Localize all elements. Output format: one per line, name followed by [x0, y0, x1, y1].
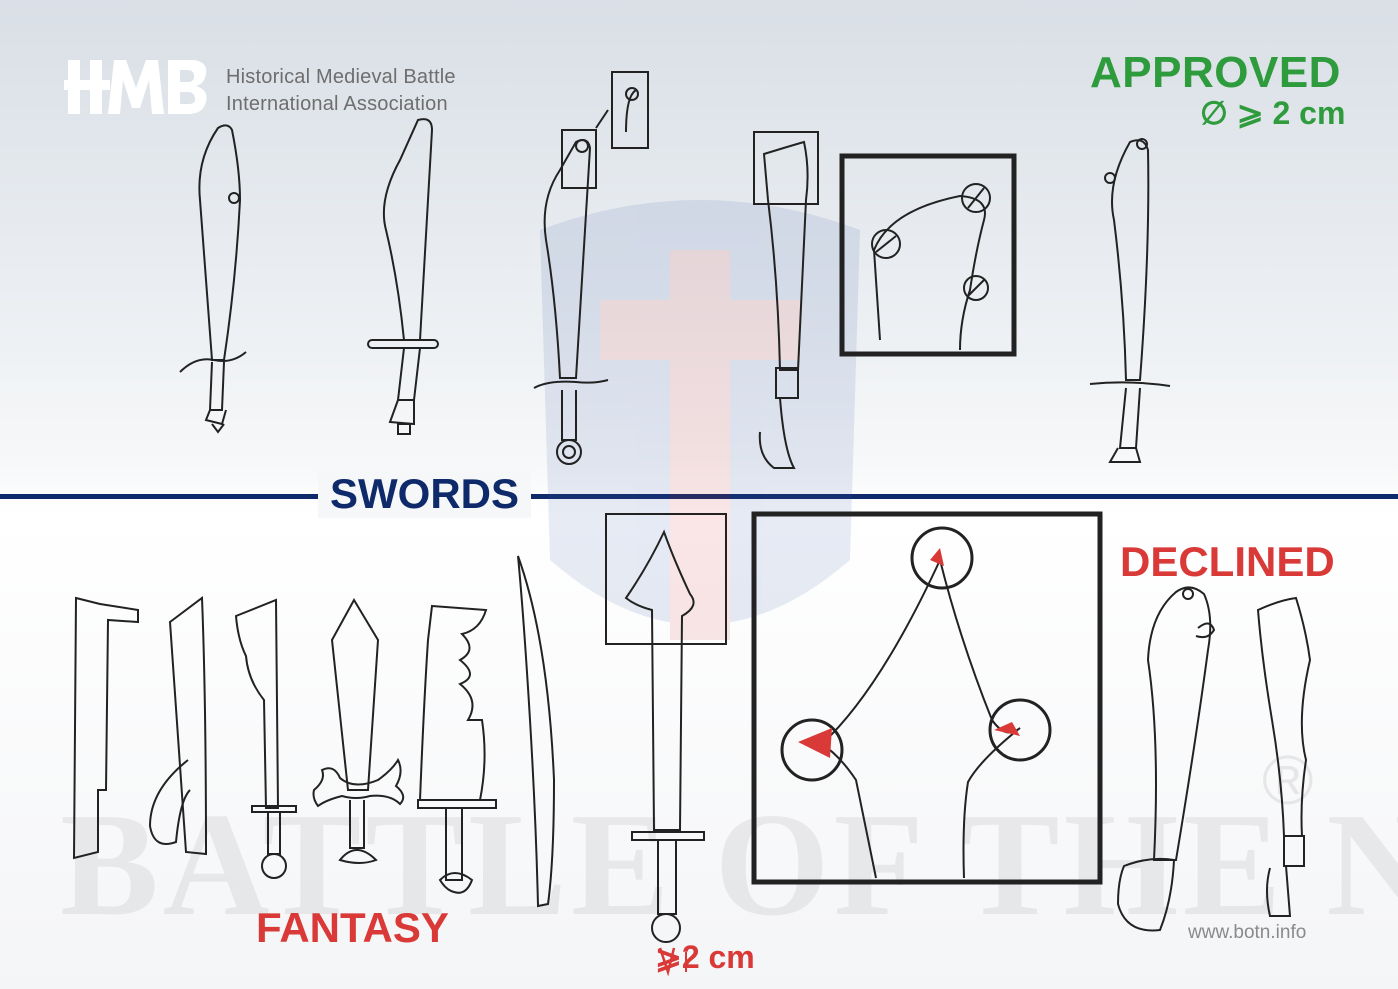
- approved-sword-2: [367, 118, 439, 435]
- org-name: Historical Medieval Battle International…: [226, 64, 456, 118]
- emblem-watermark: [540, 200, 860, 640]
- section-divider: [0, 494, 1398, 499]
- fantasy-sword-2: [148, 596, 208, 856]
- fantasy-sword-6: [517, 555, 556, 908]
- org-name-line2: International Association: [226, 93, 448, 115]
- section-title: SWORDS: [318, 470, 531, 518]
- approved-sword-5: [1089, 138, 1171, 463]
- zoom-detail-tip: [625, 89, 637, 133]
- approved-diameter-rule: ∅ ⩾ 2 cm: [1200, 95, 1346, 131]
- zoom-frame-declined: [605, 513, 727, 645]
- declined-detail-box: [751, 511, 1103, 885]
- zoom-frame-small: [561, 129, 597, 189]
- declined-heading: DECLINED: [1120, 538, 1335, 585]
- declined-sword-1: [624, 529, 705, 943]
- fantasy-heading: FANTASY: [256, 904, 449, 951]
- zoom-frame-pommel-approved: [753, 131, 819, 205]
- approved-sword-3: [533, 139, 609, 465]
- approved-heading: APPROVED: [1090, 48, 1341, 97]
- watermark-text: BATTLE OF THE NATIONS: [60, 783, 1398, 947]
- declined-detail-shape: [780, 526, 1052, 879]
- tip-warning-icon: [658, 947, 687, 977]
- approved-sword-4: [758, 140, 809, 469]
- fantasy-sword-4: [312, 597, 405, 864]
- approved-detail-shape: [871, 183, 991, 351]
- org-name-line1: Historical Medieval Battle: [226, 66, 456, 88]
- approved-sword-1: [179, 124, 247, 434]
- zoom-detail-circle: [625, 87, 639, 101]
- fantasy-sword-3: [234, 598, 297, 879]
- approved-detail-box: [839, 153, 1017, 357]
- website-link[interactable]: www.botn.info: [1188, 922, 1307, 943]
- fantasy-sword-5: [417, 604, 497, 894]
- zoom-frame-detail: [611, 71, 649, 149]
- zoom-arrow: [595, 109, 609, 129]
- fantasy-sword-1: [72, 596, 139, 860]
- declined-sword-3: [1256, 596, 1312, 917]
- declined-sword-2: [1116, 586, 1216, 932]
- hmb-logo: [64, 60, 207, 114]
